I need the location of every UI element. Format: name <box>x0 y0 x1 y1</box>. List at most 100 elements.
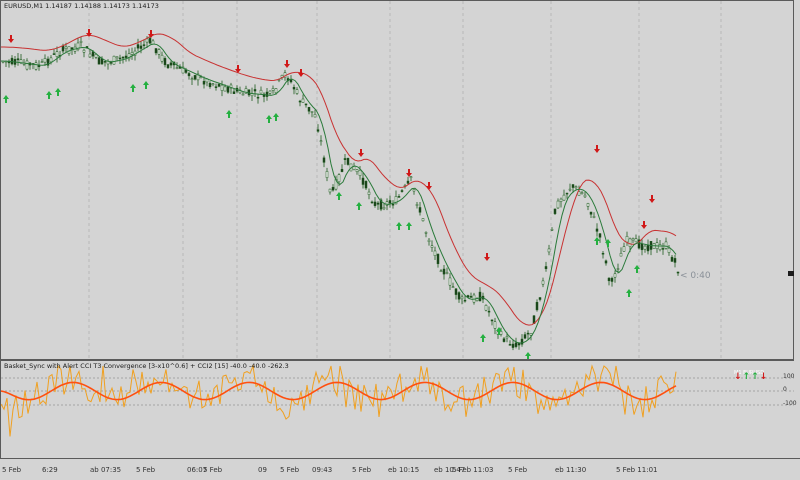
candle-body <box>211 83 215 86</box>
candle-body <box>568 188 572 191</box>
sell-arrow-icon <box>426 182 432 190</box>
buy-arrow-icon <box>3 95 9 103</box>
candle-body <box>145 38 149 43</box>
sell-arrow-icon <box>235 65 241 73</box>
price-scale[interactable] <box>794 0 800 458</box>
candle-body <box>583 194 587 198</box>
candle-body <box>478 291 482 302</box>
candle-body <box>367 191 371 195</box>
candle-body <box>310 111 314 113</box>
candle-body <box>34 62 38 70</box>
candle-body <box>442 268 446 275</box>
time-axis-label: 06:07 <box>187 466 208 474</box>
candle-body <box>394 196 398 205</box>
candle-body <box>157 49 161 55</box>
candle-body <box>82 49 86 53</box>
cci-line <box>0 364 677 437</box>
candle-body <box>424 232 428 234</box>
candle-body <box>574 186 578 189</box>
candle-body <box>541 280 545 285</box>
candle-body <box>607 277 611 282</box>
current-price-marker <box>788 271 795 276</box>
candle-body <box>448 277 452 286</box>
price-chart[interactable] <box>0 0 795 459</box>
time-axis-label: 5 Feb <box>203 466 223 474</box>
candle-body <box>592 216 596 218</box>
indicator-level-label: -100 <box>783 400 797 407</box>
buy-arrow-icon <box>480 334 486 342</box>
candle-body <box>385 201 389 206</box>
candle-body <box>181 66 185 74</box>
candle-body <box>121 56 125 59</box>
buy-arrow-icon <box>406 222 412 230</box>
indicator-title: Basket_Sync with Alert CCI T3 Convergenc… <box>4 362 289 370</box>
candle-body <box>169 62 173 66</box>
sell-arrow-icon <box>8 35 14 43</box>
candle-body <box>634 238 638 243</box>
candle-body <box>418 207 422 213</box>
candle-body <box>262 93 266 97</box>
time-axis-label: 5 Feb <box>136 466 156 474</box>
candle-body <box>154 48 158 54</box>
candle-body <box>79 40 83 43</box>
candle-body <box>118 57 122 60</box>
candle-body <box>64 46 68 49</box>
candle-body <box>520 338 524 345</box>
buy-arrow-icon <box>130 84 136 92</box>
candle-body <box>415 204 419 206</box>
candle-body <box>142 44 146 46</box>
candle-body <box>526 332 530 335</box>
candle-body <box>193 75 197 80</box>
time-axis-label: 09 <box>258 466 267 474</box>
sell-arrow-icon <box>358 149 364 157</box>
candle-body <box>289 79 293 83</box>
candle-body <box>358 170 362 176</box>
candle-body <box>646 245 650 252</box>
time-axis-label: eb 10:15 <box>388 466 420 474</box>
candle-body <box>70 47 74 50</box>
candle-body <box>55 51 59 57</box>
candle-body <box>376 202 380 205</box>
candle-body <box>538 297 542 300</box>
candle-body <box>313 114 317 118</box>
candle-body <box>625 236 629 243</box>
candle-body <box>346 157 350 165</box>
candle-body <box>610 277 614 282</box>
mini-up-arrow-icon: ↑ <box>751 372 760 382</box>
candle-body <box>619 253 623 257</box>
time-axis-label: 6:29 <box>42 466 58 474</box>
candle-body <box>559 198 563 202</box>
candle-body <box>469 295 473 298</box>
candle-body <box>577 191 581 196</box>
candle-body <box>124 55 128 58</box>
candle-body <box>667 247 671 253</box>
buy-arrow-icon <box>55 88 61 96</box>
candle-body <box>322 157 326 163</box>
candle-body <box>613 273 617 278</box>
candle-body <box>166 64 170 69</box>
candle-body <box>487 310 491 313</box>
candle-body <box>433 250 437 256</box>
candle-body <box>355 169 359 172</box>
candle-body <box>271 88 275 91</box>
candle-body <box>466 295 470 298</box>
candle-body <box>505 336 509 339</box>
candle-body <box>673 258 677 263</box>
indicator-level-label: 100 <box>783 373 795 380</box>
candle-body <box>556 200 560 209</box>
candle-body <box>361 177 365 185</box>
candle-body <box>139 45 143 49</box>
candle-body <box>550 229 554 231</box>
candle-body <box>523 334 527 339</box>
candle-body <box>571 184 575 188</box>
candle-body <box>562 194 566 201</box>
candle-body <box>241 93 245 96</box>
symbol-info: EURUSD,M1 1.14187 1.14188 1.14173 1.1417… <box>4 2 159 10</box>
price-chart-canvas <box>0 1 795 459</box>
candle-body <box>103 61 107 63</box>
candle-body <box>508 344 512 346</box>
candle-body <box>76 42 80 50</box>
candle-body <box>589 211 593 215</box>
candle-body <box>421 218 425 222</box>
candle-body <box>115 56 119 59</box>
